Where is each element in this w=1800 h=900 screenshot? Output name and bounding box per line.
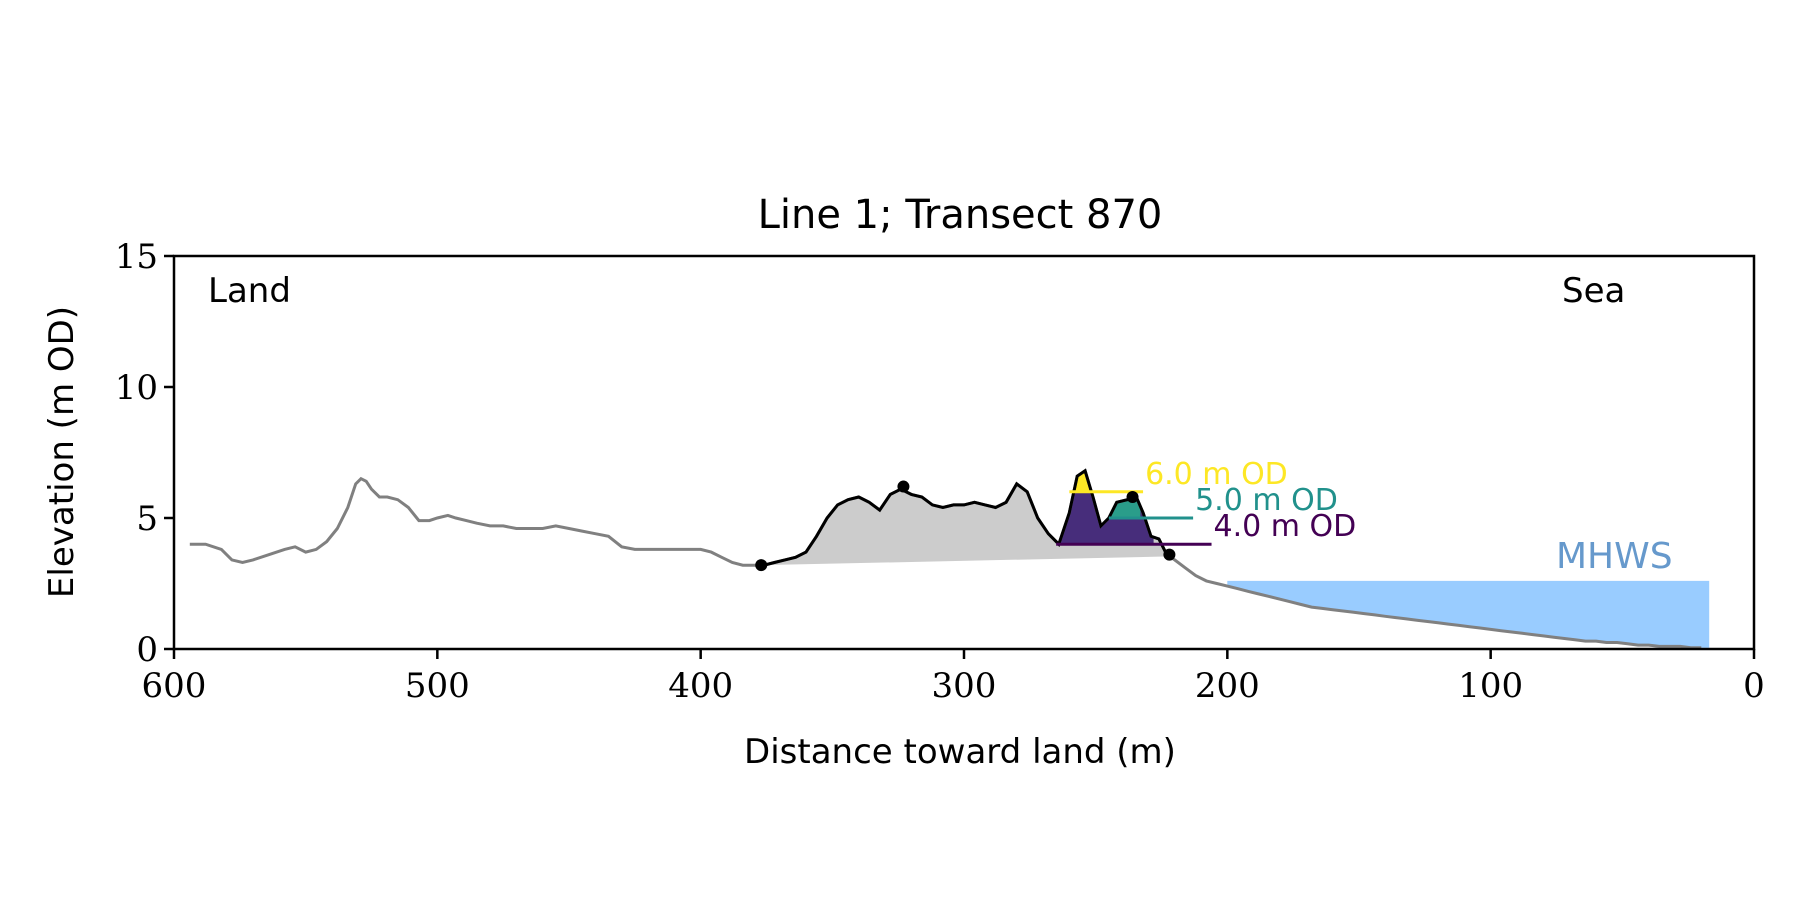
axes: 600 500 400 300 200 100 0 0 5 10 15	[115, 237, 1765, 706]
level-label-6: 6.0 m OD	[1145, 457, 1288, 492]
x-axis-label: Distance toward land (m)	[744, 732, 1176, 772]
x-tick-label: 200	[1195, 666, 1260, 706]
x-tick-label: 400	[668, 666, 733, 706]
dune-marker-3	[897, 480, 910, 493]
y-tick-label: 15	[115, 237, 158, 277]
sea-annotation: Sea	[1562, 271, 1625, 311]
level-label-4: 4.0 m OD	[1214, 509, 1357, 544]
x-tick-label: 600	[142, 666, 207, 706]
level-6-fill	[1072, 470, 1093, 492]
y-tick-label: 0	[136, 630, 158, 670]
x-tick-label: 300	[932, 666, 997, 706]
level-label-5: 5.0 m OD	[1195, 483, 1338, 518]
x-tick-label: 0	[1743, 666, 1765, 706]
plot-area: 6.0 m OD5.0 m OD4.0 m OD	[189, 457, 1710, 650]
chart-title: Line 1; Transect 870	[758, 192, 1163, 238]
mhws-label: MHWS	[1556, 536, 1673, 577]
y-tick-label: 10	[115, 368, 158, 408]
land-annotation: Land	[208, 271, 291, 311]
y-tick-label: 5	[136, 499, 158, 539]
mhws-water-fill	[1227, 580, 1710, 649]
dune-marker-1	[755, 559, 768, 572]
x-tick-label: 500	[405, 666, 470, 706]
x-tick-label: 100	[1458, 666, 1523, 706]
dune-marker-2	[1163, 548, 1176, 561]
y-axis-label: Elevation (m OD)	[42, 306, 82, 598]
dune-outline	[761, 468, 1171, 567]
dune-marker-4	[1126, 491, 1139, 504]
